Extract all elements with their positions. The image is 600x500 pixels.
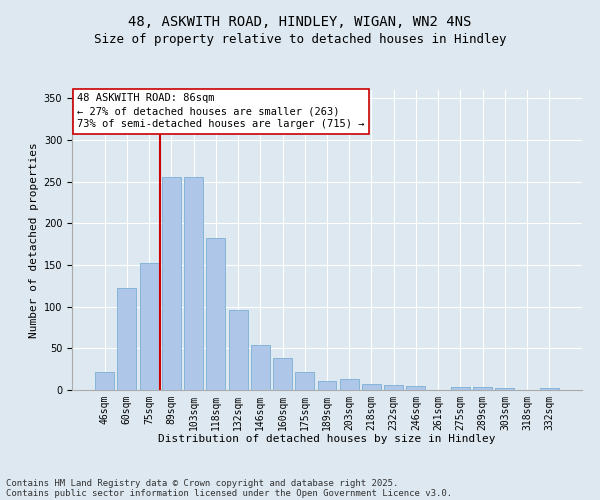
Text: 48 ASKWITH ROAD: 86sqm
← 27% of detached houses are smaller (263)
73% of semi-de: 48 ASKWITH ROAD: 86sqm ← 27% of detached… (77, 93, 365, 130)
Y-axis label: Number of detached properties: Number of detached properties (29, 142, 40, 338)
Bar (295, 372, 314, 390)
Bar (496, 388, 514, 390)
Bar (473, 386, 492, 390)
Bar (229, 310, 248, 390)
Text: Contains HM Land Registry data © Crown copyright and database right 2025.: Contains HM Land Registry data © Crown c… (6, 478, 398, 488)
Bar (118, 288, 136, 390)
Text: Size of property relative to detached houses in Hindley: Size of property relative to detached ho… (94, 32, 506, 46)
Bar (251, 345, 270, 390)
Bar (273, 358, 292, 390)
X-axis label: Distribution of detached houses by size in Hindley: Distribution of detached houses by size … (158, 434, 496, 444)
Bar (317, 381, 337, 390)
Bar (540, 388, 559, 390)
Text: Contains public sector information licensed under the Open Government Licence v3: Contains public sector information licen… (6, 488, 452, 498)
Bar (184, 176, 203, 390)
Bar (384, 385, 403, 390)
Bar (206, 238, 225, 390)
Bar (362, 384, 381, 390)
Bar (451, 386, 470, 390)
Bar (140, 262, 158, 390)
Bar (95, 372, 114, 390)
Text: 48, ASKWITH ROAD, HINDLEY, WIGAN, WN2 4NS: 48, ASKWITH ROAD, HINDLEY, WIGAN, WN2 4N… (128, 15, 472, 29)
Bar (162, 176, 181, 390)
Bar (340, 379, 359, 390)
Bar (406, 386, 425, 390)
